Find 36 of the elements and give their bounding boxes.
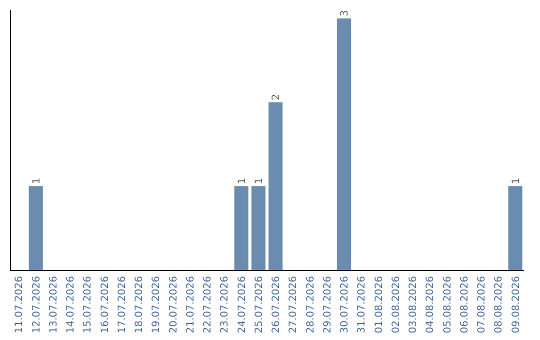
x-tick-label: 20.07.2026	[168, 276, 180, 334]
x-tick-label: 15.07.2026	[82, 276, 94, 334]
x-tick-label: 19.07.2026	[151, 276, 162, 334]
x-tick-label: 21.07.2026	[185, 276, 196, 334]
x-tick-label: 05.08.2026	[442, 276, 454, 334]
data-label: 1	[236, 178, 248, 184]
x-tick-label: 26.07.2026	[271, 276, 282, 334]
x-tick-label: 02.08.2026	[390, 276, 402, 334]
data-label: 1	[510, 178, 522, 184]
x-tick-label: 17.07.2026	[116, 276, 128, 334]
x-tick-label: 09.08.2026	[510, 276, 522, 334]
x-tick-label: 18.07.2026	[134, 276, 146, 334]
x-tick-label: 31.07.2026	[356, 276, 368, 334]
x-tick-label: 13.07.2026	[48, 276, 60, 334]
x-tick-label: 27.07.2026	[288, 276, 300, 334]
x-tick-label: 01.08.2026	[374, 276, 385, 334]
x-tick-label: 30.07.2026	[340, 276, 351, 334]
x-tick-label: 06.08.2026	[459, 276, 470, 334]
x-tick-label: 14.07.2026	[66, 276, 77, 334]
x-tick-label: 25.07.2026	[254, 276, 265, 334]
data-label: 1	[254, 178, 265, 184]
x-tick-label: 11.07.2026	[14, 276, 26, 334]
x-tick-label: 04.08.2026	[425, 276, 436, 334]
x-tick-label: 07.08.2026	[476, 276, 488, 334]
x-tick-label: 22.07.2026	[202, 276, 214, 334]
x-tick-label: 29.07.2026	[322, 276, 334, 334]
x-tick-label: 16.07.2026	[100, 276, 111, 334]
x-tick-label: 24.07.2026	[236, 276, 248, 334]
data-label: 2	[271, 94, 282, 100]
x-tick-label: 12.07.2026	[31, 276, 42, 334]
x-tick-label: 23.07.2026	[220, 276, 231, 334]
data-label: 3	[340, 10, 351, 16]
data-label: 1	[31, 178, 42, 184]
x-tick-label: 08.08.2026	[494, 276, 505, 334]
x-tick-label: 28.07.2026	[305, 276, 316, 334]
x-tick-label: 03.08.2026	[408, 276, 420, 334]
